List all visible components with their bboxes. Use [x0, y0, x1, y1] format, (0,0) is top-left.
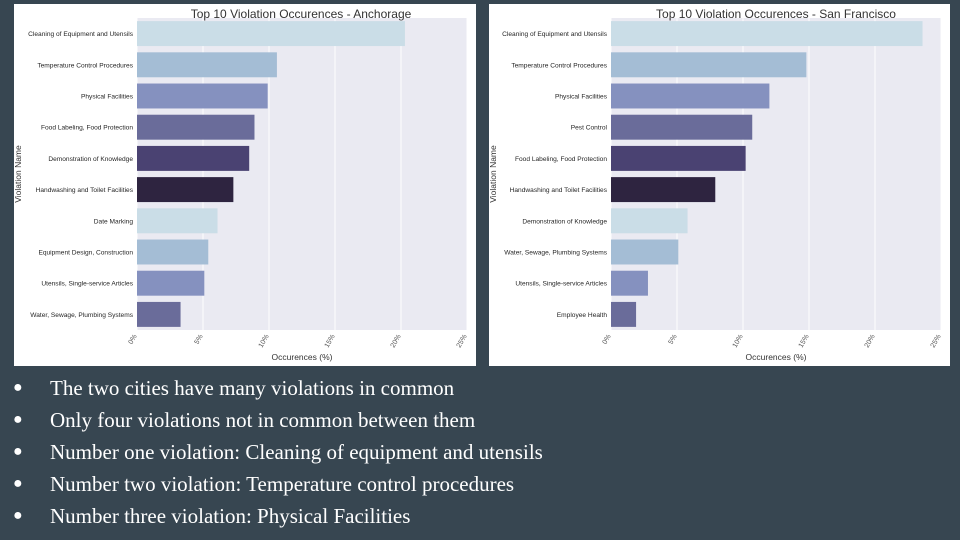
category-label: Food Labeling, Food Protection: [515, 156, 607, 163]
bar: [611, 239, 679, 265]
tick-label: 0%: [602, 334, 613, 346]
category-label: Temperature Control Procedures: [37, 62, 133, 69]
bar: [611, 114, 753, 140]
bar: [611, 208, 688, 234]
category-label: Handwashing and Toilet Facilities: [510, 187, 608, 194]
x-axis-label: Occurences (%): [746, 352, 807, 362]
bullet-text: Number three violation: Physical Facilit…: [50, 504, 411, 528]
category-label: Cleaning of Equipment and Utensils: [28, 31, 134, 38]
category-label: Cleaning of Equipment and Utensils: [502, 31, 608, 38]
bar: [137, 21, 405, 47]
tick-label: 10%: [258, 334, 271, 350]
bullet-text: Number one violation: Cleaning of equipm…: [50, 440, 543, 464]
bar: [611, 145, 746, 171]
chart-title: Top 10 Violation Occurences - Anchorage: [191, 7, 412, 21]
y-axis-label: Violation Name: [489, 145, 498, 203]
tick-label: 15%: [798, 334, 811, 350]
category-label: Temperature Control Procedures: [511, 62, 607, 69]
tick-label: 25%: [930, 334, 943, 350]
bullet-icon: ●: [13, 475, 23, 492]
bar: [137, 114, 255, 140]
bar: [137, 145, 250, 171]
bullet-text: Number two violation: Temperature contro…: [50, 472, 515, 496]
bar: [137, 52, 277, 78]
bar: [611, 21, 923, 47]
category-label: Physical Facilities: [81, 94, 134, 101]
bullet-item: ● Only four violations not in common betw…: [0, 404, 960, 436]
category-label: Water, Sewage, Plumbing Systems: [504, 250, 607, 257]
category-label: Physical Facilities: [555, 94, 608, 101]
bar: [611, 83, 770, 109]
bullet-item: ● The two cities have many violations in …: [0, 372, 960, 404]
category-label: Employee Health: [557, 312, 608, 319]
bar: [137, 270, 205, 296]
bar: [611, 177, 716, 203]
chart-anchorage: Cleaning of Equipment and Utensils Temper…: [14, 7, 469, 362]
tick-label: 25%: [456, 334, 469, 350]
chart-panel-san-francisco: Cleaning of Equipment and Utensils Temper…: [489, 4, 950, 366]
bullet-item: ● Number three violation: Physical Facili…: [0, 500, 960, 532]
tick-label: 0%: [128, 334, 139, 346]
bullet-text: Only four violations not in common betwe…: [50, 408, 476, 432]
y-axis-label: Violation Name: [14, 145, 23, 203]
chart-title: Top 10 Violation Occurences - San Franci…: [656, 7, 896, 21]
tick-label: 20%: [864, 334, 877, 350]
bar: [611, 270, 648, 296]
bar: [137, 208, 218, 234]
bar: [137, 83, 268, 109]
bar: [137, 177, 234, 203]
category-label: Water, Sewage, Plumbing Systems: [30, 312, 133, 319]
category-label: Date Marking: [94, 218, 134, 225]
bar: [137, 239, 209, 265]
bullet-list: ● The two cities have many violations in …: [0, 372, 960, 532]
bullet-icon: ●: [13, 507, 23, 524]
category-label: Utensils, Single-service Articles: [515, 281, 607, 288]
category-label: Demonstration of Knowledge: [522, 218, 607, 225]
bullet-icon: ●: [13, 411, 23, 428]
bullet-item: ● Number two violation: Temperature contr…: [0, 468, 960, 500]
bar: [611, 301, 637, 327]
bullet-icon: ●: [13, 443, 23, 460]
category-label: Handwashing and Toilet Facilities: [36, 187, 134, 194]
tick-label: 20%: [390, 334, 403, 350]
tick-label: 10%: [732, 334, 745, 350]
tick-label: 5%: [194, 334, 205, 346]
category-label: Food Labeling, Food Protection: [41, 125, 133, 132]
tick-label: 5%: [668, 334, 679, 346]
bullet-text: The two cities have many violations in c…: [50, 376, 455, 400]
bar: [611, 52, 807, 78]
category-label: Equipment Design, Construction: [38, 250, 133, 257]
category-label: Utensils, Single-service Articles: [41, 281, 133, 288]
category-label: Demonstration of Knowledge: [48, 156, 133, 163]
tick-label: 15%: [324, 334, 337, 350]
bullet-item: ● Number one violation: Cleaning of equip…: [0, 436, 960, 468]
chart-san-francisco: Cleaning of Equipment and Utensils Temper…: [489, 7, 943, 362]
bullet-icon: ●: [13, 379, 23, 396]
chart-panel-anchorage: Cleaning of Equipment and Utensils Temper…: [14, 4, 476, 366]
category-label: Pest Control: [571, 125, 608, 132]
x-axis-label: Occurences (%): [272, 352, 333, 362]
bar: [137, 301, 181, 327]
